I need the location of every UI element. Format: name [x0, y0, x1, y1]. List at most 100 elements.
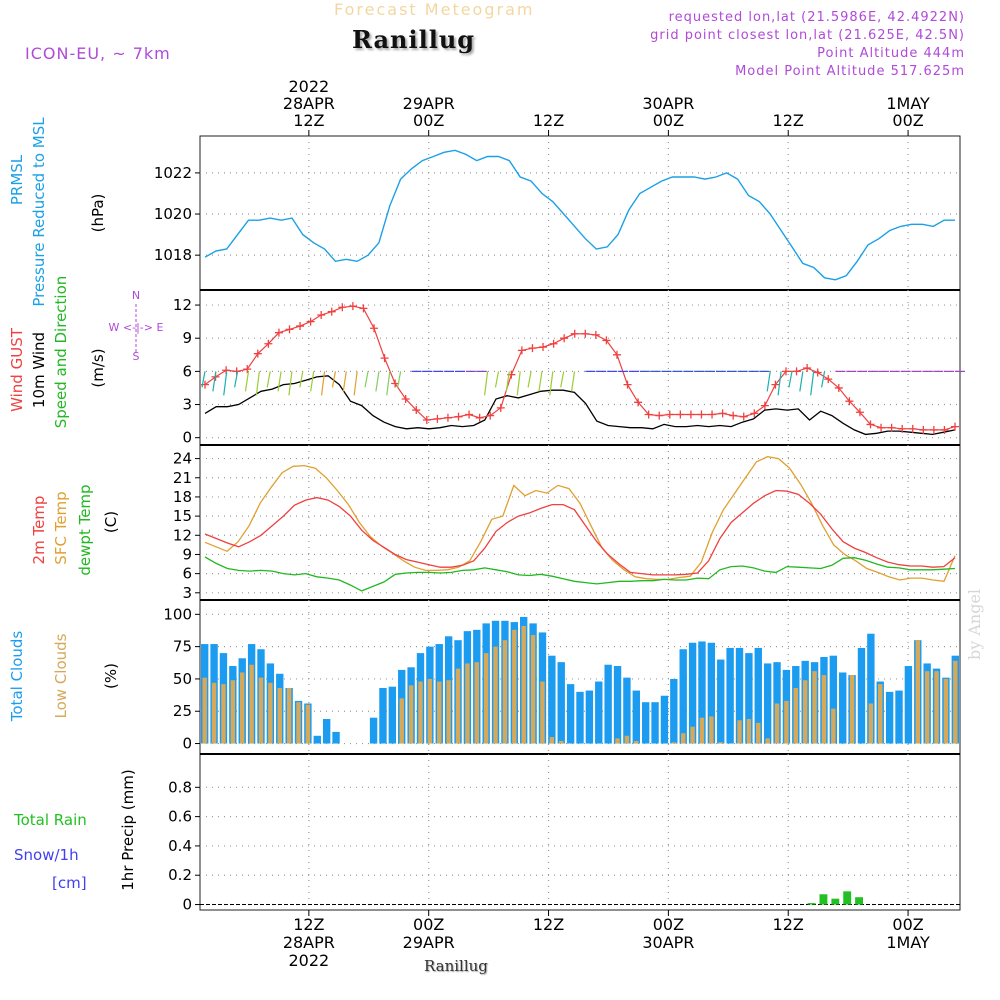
bottom-time-label: 12Z: [773, 915, 804, 934]
low-cloud-bar: [821, 675, 827, 744]
total-cloud-bar: [632, 690, 640, 744]
y-tick-label: 12: [173, 526, 192, 544]
grid-point-coords: grid point closest lon,lat (21.625E, 42.…: [650, 28, 965, 43]
y-tick-label: 15: [173, 507, 192, 525]
low-cloud-bar: [615, 738, 620, 744]
compass-south: S: [133, 350, 140, 363]
bottom-station-label: Ranillug: [424, 957, 488, 975]
gust-marker: [412, 406, 421, 415]
total-cloud-bar: [566, 684, 575, 744]
sfc-temp-line: [204, 456, 956, 583]
gust-marker: [908, 424, 917, 433]
pressure-unit: (hPa): [89, 194, 107, 233]
wind-direction-arrow: [810, 371, 815, 396]
top-time-label: 00Z: [892, 111, 923, 130]
low-cloud-bar: [849, 675, 855, 744]
total-cloud-bar: [585, 690, 594, 744]
low-cloud-bar: [793, 687, 799, 744]
gust-label: Wind GUST: [8, 327, 26, 412]
model-point-altitude: Model Point Altitude 517.625m: [735, 64, 965, 79]
low-cloud-bar: [953, 660, 958, 744]
snow-legend: Snow/1h: [14, 846, 79, 864]
y-tick-label: 1018: [154, 246, 192, 264]
total-cloud-bar: [829, 655, 838, 744]
pressure-label: PRMSL: [8, 154, 26, 205]
wind-direction-arrow: [549, 371, 554, 396]
wind-direction-arrow: [277, 371, 282, 392]
total-cloud-bar: [885, 691, 894, 744]
low-cloud-bar: [878, 684, 883, 744]
low-cloud-bar: [512, 629, 517, 744]
gust-marker: [433, 414, 442, 423]
y-tick-label: 18: [173, 488, 192, 506]
wind-direction-arrow: [386, 371, 391, 396]
low-cloud-bar: [765, 738, 770, 744]
wind-direction-arrow: [320, 371, 326, 396]
low-cloud-bar: [230, 680, 236, 744]
low-cloud-bar: [934, 671, 939, 744]
y-tick-label: 0: [182, 896, 192, 914]
wind-direction-arrow: [331, 371, 337, 388]
bottom-time-label: 00Z: [892, 915, 923, 934]
top-time-label: 28APR: [283, 94, 335, 113]
low-cloud-bar: [249, 664, 254, 744]
low-cloud-bar: [718, 742, 723, 744]
gust-marker: [644, 410, 653, 419]
gust-marker: [929, 425, 938, 434]
y-tick-label: 6: [182, 362, 192, 380]
wind10m-line: [204, 375, 956, 436]
wind-direction-arrow: [255, 371, 260, 396]
temp2m-line: [204, 489, 956, 576]
y-tick-label: 0.2: [168, 866, 192, 884]
bottom-time-label: 1MAY: [886, 933, 930, 952]
bottom-time-label: 12Z: [533, 915, 564, 934]
low-cloud-bar: [812, 671, 817, 744]
y-tick-label: 50: [173, 670, 192, 688]
low-cloud-bar: [483, 653, 489, 744]
total-cloud-bar: [369, 717, 378, 744]
low-cloud-bar: [784, 700, 789, 744]
low-cloud-bar: [915, 640, 920, 744]
wind-direction-arrow: [494, 371, 500, 388]
wind-direction-arrow: [397, 371, 402, 388]
low-cloud-bar: [268, 682, 273, 744]
total-cloud-bar: [379, 687, 387, 744]
total-cloud-bar: [576, 691, 584, 744]
top-time-label: 30APR: [642, 94, 694, 113]
bottom-time-label: 2022: [288, 951, 329, 970]
gust-marker: [623, 380, 632, 389]
dewpt-label: dewpt Temp: [76, 484, 94, 575]
gust-marker: [496, 403, 505, 412]
wind-direction-arrow: [223, 371, 228, 396]
station-title: Ranillug: [352, 25, 476, 54]
wind-direction-label: Speed and Direction: [52, 276, 70, 429]
gust-marker: [539, 343, 548, 352]
gust-marker: [676, 410, 685, 419]
low-cloud-bar: [427, 678, 433, 744]
low-clouds-label: Low Clouds: [52, 633, 70, 718]
total-cloud-bar: [388, 686, 397, 744]
total-cloud-bar: [726, 647, 734, 744]
wind-direction-arrow: [375, 371, 380, 392]
panel-frame: [199, 753, 961, 911]
total-cloud-bar: [651, 702, 659, 744]
wind-direction-arrow: [288, 371, 293, 396]
gust-marker: [581, 329, 590, 338]
gust-marker: [549, 339, 558, 348]
gust-marker: [739, 412, 748, 421]
gust-marker: [370, 324, 379, 333]
gust-marker: [253, 349, 262, 358]
low-cloud-bar: [474, 662, 480, 744]
gust-marker: [422, 416, 431, 424]
low-cloud-bar: [737, 720, 742, 744]
gust-marker: [296, 322, 305, 331]
gust-marker: [401, 395, 410, 403]
y-tick-label: 1020: [154, 205, 192, 223]
low-cloud-bar: [943, 678, 949, 744]
gust-marker: [264, 339, 273, 348]
low-cloud-bar: [202, 677, 207, 744]
wind-direction-arrow: [484, 371, 489, 396]
top-time-label: 00Z: [413, 111, 444, 130]
y-tick-label: 12: [173, 296, 192, 314]
